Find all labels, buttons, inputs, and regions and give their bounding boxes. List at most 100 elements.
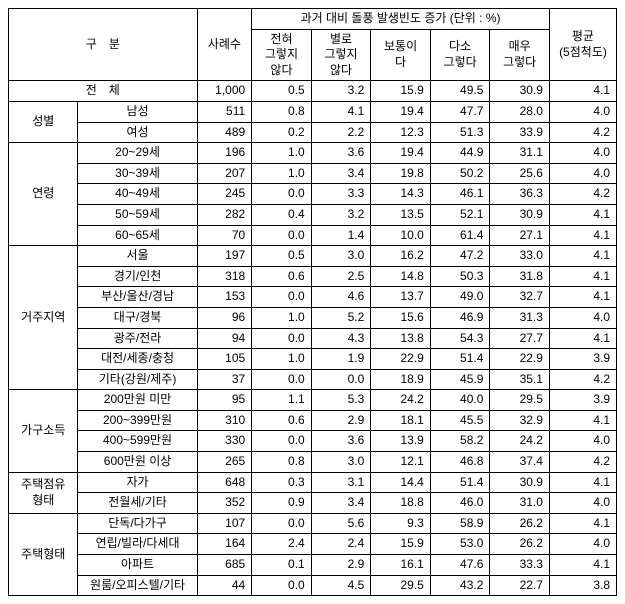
cell-avg: 4.1 [549, 225, 616, 246]
cell-v1: 1.0 [252, 143, 312, 164]
cell-v5: 28.0 [490, 101, 550, 122]
cell-v5: 26.2 [490, 534, 550, 555]
cell-n: 330 [197, 431, 252, 452]
cell-v5: 35.1 [490, 369, 550, 390]
table-row: 가구소득200만원 미만951.15.324.240.029.53.9 [9, 390, 617, 411]
cell-v2: 2.4 [311, 534, 371, 555]
cell-v4: 51.4 [430, 349, 490, 370]
cell-v1: 0.0 [252, 328, 312, 349]
hdr-avg: 평균(5점척도) [549, 9, 616, 81]
row-label: 200만원 미만 [78, 390, 197, 411]
row-label: 기타(강원/제주) [78, 369, 197, 390]
cell-v5: 33.3 [490, 555, 550, 576]
cell-v5: 31.1 [490, 143, 550, 164]
cell-v3: 15.9 [371, 534, 431, 555]
table-row: 50~59세2820.43.213.552.130.94.1 [9, 204, 617, 225]
cell-avg: 4.1 [549, 204, 616, 225]
table-row-total: 전 체1,0000.53.215.949.530.94.1 [9, 81, 617, 102]
cell-avg: 4.2 [549, 369, 616, 390]
cell-v1: 0.0 [252, 575, 312, 596]
cell-v1: 0.8 [252, 452, 312, 473]
row-label: 600만원 이상 [78, 452, 197, 473]
cell-n: 1,000 [197, 81, 252, 102]
cell-v4: 51.3 [430, 122, 490, 143]
cell-v2: 3.0 [311, 452, 371, 473]
cell-v2: 1.4 [311, 225, 371, 246]
row-label: 자가 [78, 472, 197, 493]
cell-v3: 14.8 [371, 266, 431, 287]
table-row: 광주/전라940.04.313.854.327.74.1 [9, 328, 617, 349]
cell-v1: 0.1 [252, 555, 312, 576]
cell-n: 37 [197, 369, 252, 390]
cell-avg: 4.1 [549, 410, 616, 431]
cell-v5: 27.1 [490, 225, 550, 246]
cell-v2: 5.2 [311, 307, 371, 328]
cell-avg: 4.1 [549, 555, 616, 576]
cell-v2: 2.9 [311, 410, 371, 431]
cell-v4: 43.2 [430, 575, 490, 596]
table-row: 거주지역서울1970.53.016.247.233.04.1 [9, 246, 617, 267]
cell-v2: 3.3 [311, 184, 371, 205]
cell-v3: 16.2 [371, 246, 431, 267]
cell-v1: 0.3 [252, 472, 312, 493]
cell-v5: 33.0 [490, 246, 550, 267]
cell-n: 96 [197, 307, 252, 328]
row-label: 50~59세 [78, 204, 197, 225]
cell-avg: 4.1 [549, 472, 616, 493]
cell-v2: 5.6 [311, 513, 371, 534]
cell-v2: 3.4 [311, 493, 371, 514]
cell-v3: 18.9 [371, 369, 431, 390]
cell-v2: 2.9 [311, 555, 371, 576]
hdr-category: 구 분 [9, 9, 198, 81]
cell-v5: 37.4 [490, 452, 550, 473]
cell-n: 352 [197, 493, 252, 514]
cell-v2: 2.2 [311, 122, 371, 143]
table-row: 60~65세700.01.410.061.427.14.1 [9, 225, 617, 246]
cell-v2: 4.3 [311, 328, 371, 349]
cell-v3: 18.8 [371, 493, 431, 514]
cell-n: 107 [197, 513, 252, 534]
cell-v4: 46.9 [430, 307, 490, 328]
table-row: 연립/빌라/다세대1642.42.415.953.026.24.0 [9, 534, 617, 555]
cell-v2: 3.1 [311, 472, 371, 493]
cell-v4: 47.6 [430, 555, 490, 576]
table-row: 아파트6850.12.916.147.633.34.1 [9, 555, 617, 576]
hdr-cases: 사례수 [197, 9, 252, 81]
cell-v1: 1.0 [252, 163, 312, 184]
cell-n: 44 [197, 575, 252, 596]
cell-v2: 3.4 [311, 163, 371, 184]
cell-v1: 0.5 [252, 246, 312, 267]
cell-n: 282 [197, 204, 252, 225]
cell-v1: 0.0 [252, 287, 312, 308]
cell-avg: 4.1 [549, 81, 616, 102]
cell-v3: 12.3 [371, 122, 431, 143]
cell-v5: 30.9 [490, 472, 550, 493]
survey-table: 구 분 사례수 과거 대비 돌풍 발생빈도 증가 (단위 : %) 평균(5점척… [8, 8, 617, 596]
cell-v5: 32.7 [490, 287, 550, 308]
cell-v5: 32.9 [490, 410, 550, 431]
cell-v3: 14.4 [371, 472, 431, 493]
cell-n: 197 [197, 246, 252, 267]
table-row: 여성4890.22.212.351.333.94.2 [9, 122, 617, 143]
cell-avg: 4.0 [549, 143, 616, 164]
cell-v3: 9.3 [371, 513, 431, 534]
cell-v4: 47.2 [430, 246, 490, 267]
cell-v4: 47.7 [430, 101, 490, 122]
cell-n: 196 [197, 143, 252, 164]
table-row: 주택형태단독/다가구1070.05.69.358.926.24.1 [9, 513, 617, 534]
table-row: 주택점유형태자가6480.33.114.451.430.94.1 [9, 472, 617, 493]
cell-v3: 18.1 [371, 410, 431, 431]
cell-v3: 13.5 [371, 204, 431, 225]
cell-avg: 4.1 [549, 246, 616, 267]
cell-v2: 3.6 [311, 143, 371, 164]
cell-v4: 46.8 [430, 452, 490, 473]
group-name: 연령 [9, 143, 78, 246]
cell-v3: 15.9 [371, 81, 431, 102]
cell-n: 265 [197, 452, 252, 473]
table-row: 200~399만원3100.62.918.145.532.94.1 [9, 410, 617, 431]
total-label: 전 체 [9, 81, 198, 102]
cell-avg: 4.0 [549, 307, 616, 328]
cell-v4: 49.0 [430, 287, 490, 308]
cell-v1: 0.0 [252, 225, 312, 246]
cell-v1: 1.0 [252, 349, 312, 370]
